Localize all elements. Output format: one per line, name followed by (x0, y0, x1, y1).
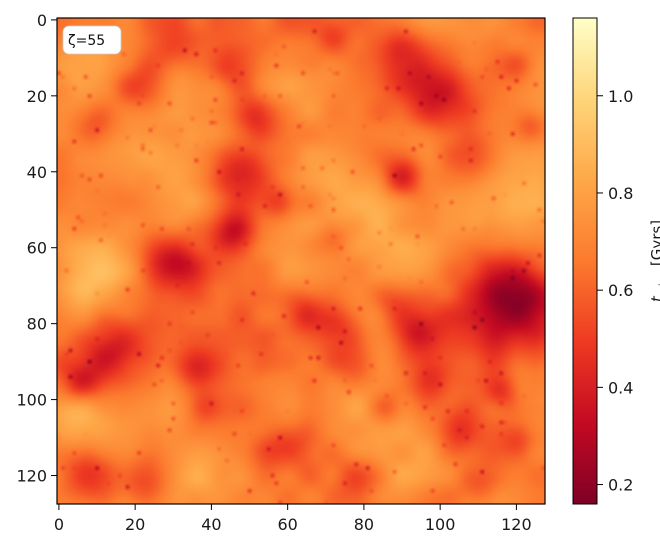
y-tick-label: 40 (27, 163, 47, 182)
y-tick-label: 0 (37, 11, 47, 30)
colorbar-ticks: 0.2 0.4 0.6 0.8 1.0 (597, 87, 633, 495)
y-tick-label: 60 (27, 239, 47, 258)
annotation-text: ζ=55 (68, 33, 105, 49)
x-tick-label: 20 (125, 515, 145, 534)
colorbar-label: treion [Gyrs] (648, 220, 660, 302)
y-tick-label: 80 (27, 315, 47, 334)
colorbar-tick-label: 1.0 (608, 87, 633, 106)
y-tick-label: 20 (27, 87, 47, 106)
colorbar-tick-label: 0.6 (608, 281, 633, 300)
heatmap-area (56, 17, 546, 505)
x-tick-label: 80 (354, 515, 374, 534)
colorbar-tick-label: 0.8 (608, 184, 633, 203)
y-tick-label: 100 (16, 391, 47, 410)
x-tick-label: 40 (201, 515, 221, 534)
colorbar-tick-label: 0.2 (608, 476, 633, 495)
x-tick-label: 0 (54, 515, 64, 534)
x-axis: 0 20 40 60 80 100 120 (54, 504, 532, 534)
plot-frame (56, 17, 546, 505)
annotation-box: ζ=55 (62, 25, 122, 55)
x-tick-label: 60 (277, 515, 297, 534)
colorbar-tick-label: 0.4 (608, 378, 633, 397)
y-axis: 0 20 40 60 80 100 120 (16, 11, 57, 486)
heatmap-image (57, 18, 545, 504)
colorbar-gradient (572, 17, 598, 505)
x-tick-label: 100 (425, 515, 456, 534)
colorbar: 0.2 0.4 0.6 0.8 1.0 treion [Gyrs] (572, 17, 660, 505)
x-tick-label: 120 (501, 515, 532, 534)
y-tick-label: 120 (16, 467, 47, 486)
